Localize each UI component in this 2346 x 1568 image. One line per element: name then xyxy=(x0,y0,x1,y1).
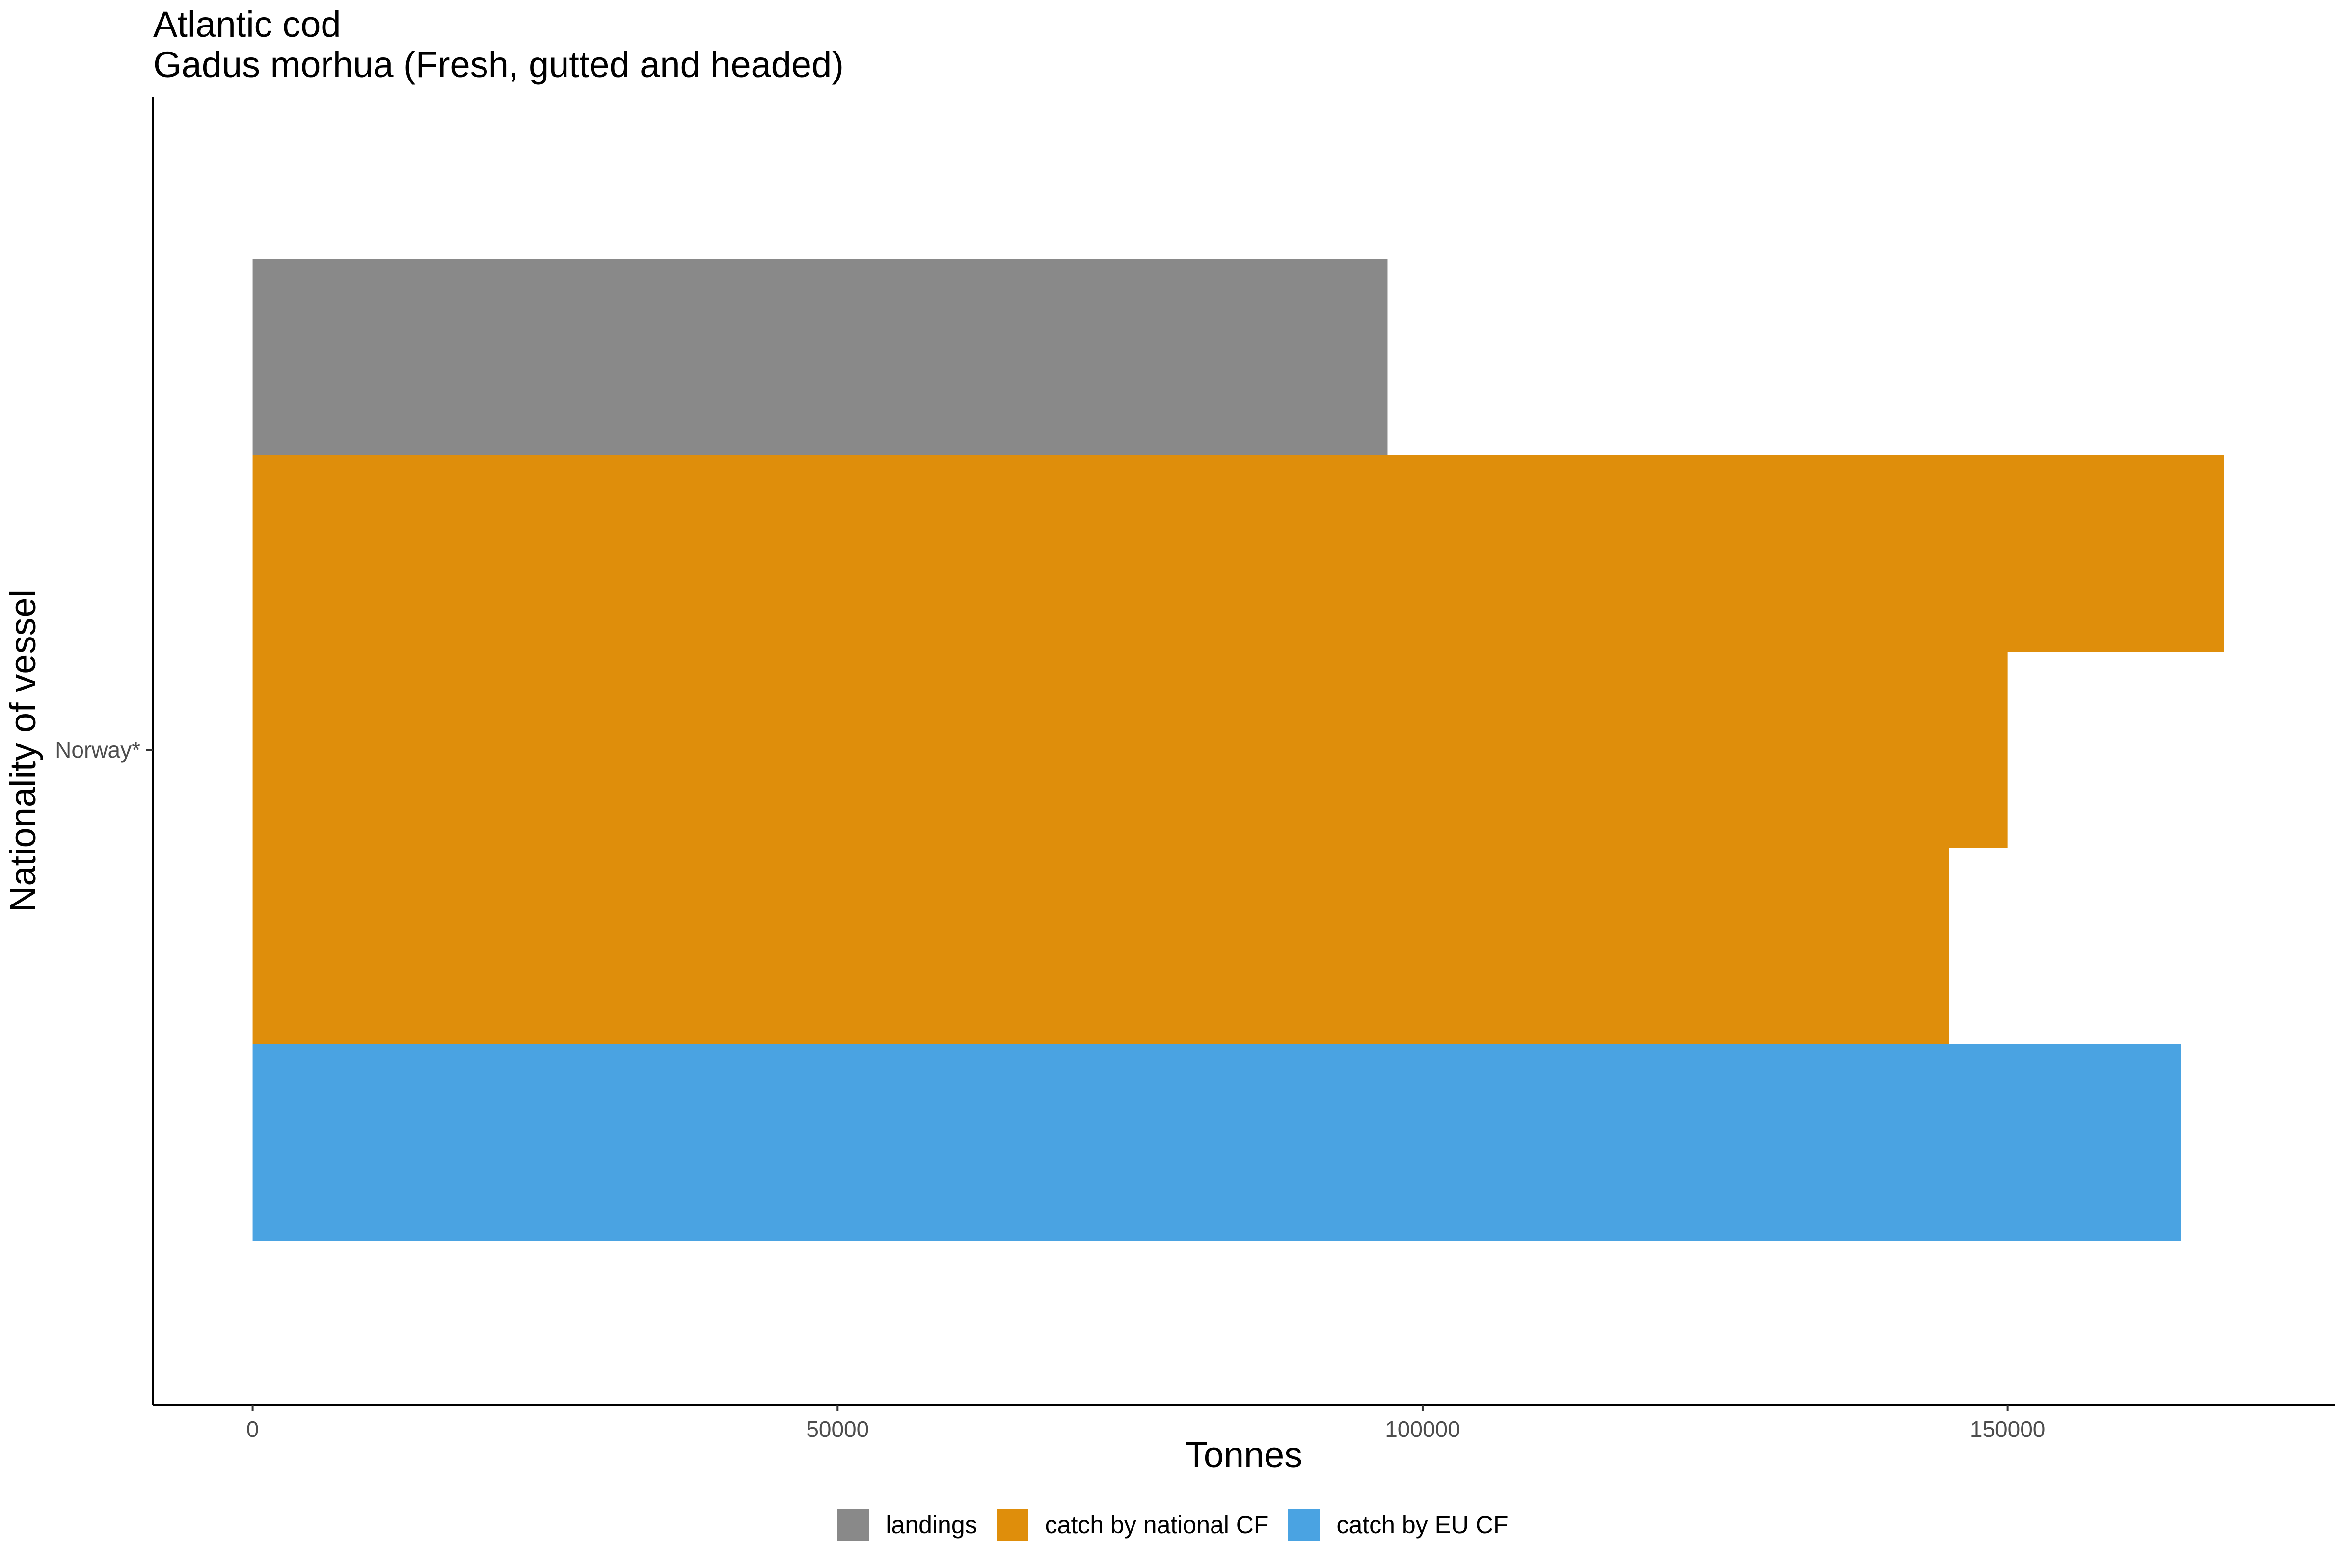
bar-catch-by-national-cf-3 xyxy=(252,848,1949,1044)
legend-swatch xyxy=(1288,1509,1320,1541)
legend-label: landings xyxy=(886,1511,977,1539)
x-tick-label: 100000 xyxy=(1385,1416,1460,1442)
chart-subtitle: Gadus morhua (Fresh, gutted and headed) xyxy=(153,44,844,85)
legend-label: catch by EU CF xyxy=(1336,1511,1509,1539)
x-ticks-group: 0 50000 100000 150000 xyxy=(246,1405,2046,1442)
legend-item: catch by EU CF xyxy=(1288,1509,1509,1541)
legend-item: landings xyxy=(837,1509,977,1541)
y-ticks-group: Norway* xyxy=(55,737,153,763)
bar-catch-by-national-cf-2 xyxy=(252,652,2008,848)
chart-title: Atlantic cod xyxy=(153,4,341,45)
bar-landings-0 xyxy=(252,259,1388,455)
x-tick-label: 50000 xyxy=(806,1416,869,1442)
y-axis-label: Nationality of vessel xyxy=(2,589,43,912)
legend-item: catch by national CF xyxy=(997,1509,1269,1541)
y-tick-label: Norway* xyxy=(55,737,140,763)
x-tick-label: 0 xyxy=(246,1416,259,1442)
x-tick-label: 150000 xyxy=(1970,1416,2046,1442)
legend-label: catch by national CF xyxy=(1045,1511,1269,1539)
legend: landings catch by national CF catch by EU … xyxy=(0,1509,2346,1541)
legend-swatch xyxy=(997,1509,1028,1541)
bar-catch-by-national-cf-1 xyxy=(252,455,2224,652)
legend-swatch xyxy=(837,1509,869,1541)
x-axis-label: Tonnes xyxy=(1186,1435,1303,1475)
bars-group xyxy=(252,259,2224,1241)
bar-catch-by-eu-cf-4 xyxy=(252,1044,2181,1241)
